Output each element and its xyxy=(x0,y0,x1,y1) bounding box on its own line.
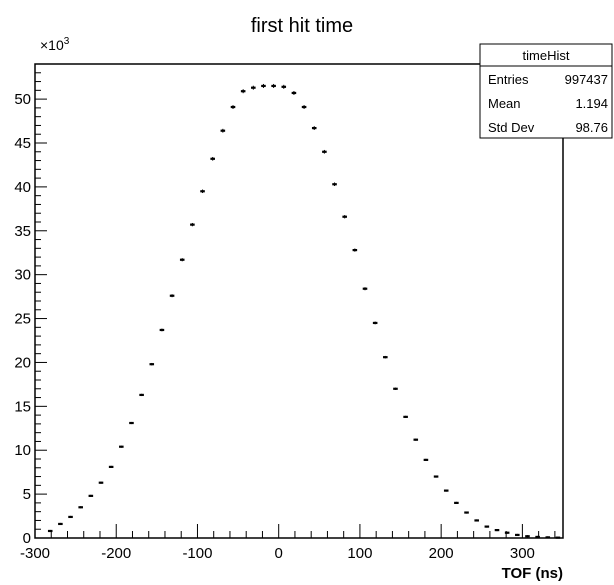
histogram-bin xyxy=(494,528,500,532)
histogram-bin xyxy=(362,287,368,291)
histogram-bin xyxy=(443,489,449,492)
histogram-bin xyxy=(88,494,94,497)
histogram-bin xyxy=(251,85,256,90)
y-tick-label: 50 xyxy=(14,91,31,108)
histogram-bin xyxy=(68,515,73,519)
histogram-bin xyxy=(149,362,155,366)
x-tick-label: 100 xyxy=(347,545,372,562)
histogram-bin xyxy=(372,321,378,325)
y-multiplier: ×103 xyxy=(40,36,70,53)
histogram-bin xyxy=(322,149,327,154)
histogram-bin xyxy=(281,84,287,89)
histogram-bin xyxy=(190,222,195,227)
histogram-bin xyxy=(261,83,266,88)
x-tick-label: -100 xyxy=(182,545,212,562)
y-tick-label: 25 xyxy=(14,311,31,328)
histogram-bin xyxy=(464,511,469,514)
histogram-bin xyxy=(504,531,510,534)
histogram-bin xyxy=(433,475,439,478)
histogram-bin xyxy=(301,105,307,109)
histogram-bin xyxy=(240,89,246,94)
histogram-bin xyxy=(403,415,408,418)
histogram-bin xyxy=(454,501,459,504)
y-tick-label: 15 xyxy=(14,398,31,415)
histogram-bin xyxy=(58,522,63,526)
histogram-bin xyxy=(179,258,185,262)
x-tick-label: 0 xyxy=(275,545,283,562)
histogram-bin xyxy=(311,126,317,130)
y-tick-label: 5 xyxy=(23,486,31,503)
histogram-bin xyxy=(545,536,551,539)
stats-stddev-label: Std Dev xyxy=(488,120,535,135)
x-tick-label: 300 xyxy=(510,545,535,562)
histogram-bin xyxy=(535,535,540,539)
histogram-bin xyxy=(159,328,165,332)
histogram-bin xyxy=(119,445,124,448)
y-tick-label: 20 xyxy=(14,354,31,371)
histogram-bin xyxy=(484,525,490,528)
chart-title: first hit time xyxy=(251,15,353,37)
stats-stddev-value: 98.76 xyxy=(575,120,608,135)
histogram-bin xyxy=(78,506,83,509)
x-tick-label: 200 xyxy=(429,545,454,562)
y-tick-label: 10 xyxy=(14,442,31,459)
histogram-bin xyxy=(383,355,388,359)
histogram-bin xyxy=(108,465,114,468)
y-tick-label: 45 xyxy=(14,135,31,152)
histogram-bin xyxy=(525,535,530,538)
histogram-bin xyxy=(129,421,134,425)
y-tick-label: 35 xyxy=(14,223,31,240)
histogram-bin xyxy=(332,182,337,187)
x-axis-title: TOF (ns) xyxy=(502,565,563,582)
y-tick-label: 40 xyxy=(14,179,31,196)
histogram-bin xyxy=(220,128,226,133)
y-axis: 0 5 10 15 20 25 30 35 40 45 50 xyxy=(14,63,47,547)
stats-entries-value: 997437 xyxy=(565,72,608,87)
histogram-bin xyxy=(474,519,479,522)
histogram-bin xyxy=(139,393,144,397)
histogram-bin xyxy=(169,294,175,298)
histogram-bin xyxy=(555,536,561,539)
stats-box-title: timeHist xyxy=(523,48,570,63)
histogram-bin xyxy=(515,533,520,537)
histogram-bin xyxy=(210,156,215,161)
histogram-bin xyxy=(200,189,205,194)
histogram-bin xyxy=(47,529,53,533)
histogram-bins xyxy=(47,83,561,539)
x-tick-label: -300 xyxy=(20,545,50,562)
histogram-bin xyxy=(393,387,398,390)
stats-entries-label: Entries xyxy=(488,72,529,87)
x-tick-label: -200 xyxy=(101,545,131,562)
histogram-bin xyxy=(423,458,429,461)
stats-mean-label: Mean xyxy=(488,96,521,111)
histogram-bin xyxy=(413,438,419,441)
y-tick-label: 30 xyxy=(14,267,31,284)
y-tick-label: 0 xyxy=(23,530,31,547)
stats-mean-value: 1.194 xyxy=(575,96,608,111)
stats-box: timeHist Entries 997437 Mean 1.194 Std D… xyxy=(479,43,613,139)
histogram-bin xyxy=(291,90,297,95)
x-axis: -300 -200 -100 0 100 200 300 xyxy=(20,524,556,562)
histogram-bin xyxy=(342,215,347,219)
histogram-bin xyxy=(98,481,104,484)
histogram-bin xyxy=(352,248,358,252)
histogram-bin xyxy=(271,83,276,88)
histogram-bin xyxy=(230,105,236,109)
